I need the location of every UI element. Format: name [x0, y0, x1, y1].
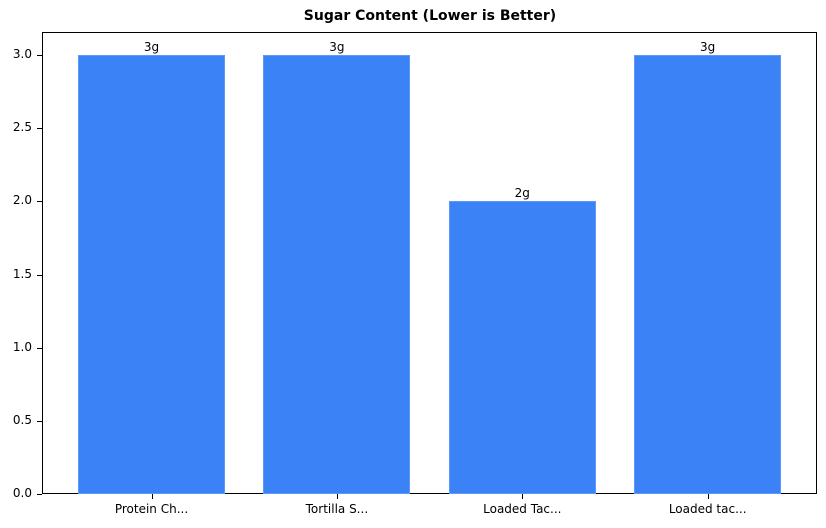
bar: [263, 55, 411, 494]
x-tick-label: Loaded Tac...: [483, 502, 562, 516]
chart-title: Sugar Content (Lower is Better): [303, 8, 557, 24]
bar: [78, 55, 225, 494]
x-tick-mark: [707, 494, 709, 499]
y-tick-mark: [37, 274, 42, 276]
y-tick-label: 0.0: [12, 486, 32, 500]
bar-value-label: 3g: [329, 40, 345, 55]
x-tick-mark: [151, 494, 153, 499]
x-tick-mark: [522, 494, 524, 499]
y-tick-mark: [37, 201, 42, 203]
plot-area: [42, 32, 817, 494]
bar-value-label: 2g: [514, 186, 530, 201]
y-tick-label: 1.0: [12, 339, 32, 354]
y-tick-label: 1.5: [12, 266, 32, 281]
bar: [634, 55, 782, 494]
bar: [448, 201, 596, 494]
y-tick-label: 2.5: [12, 120, 32, 135]
y-tick-label: 2.0: [12, 193, 32, 208]
y-tick-mark: [37, 128, 42, 130]
x-tick-label: Protein Ch...: [114, 502, 189, 516]
bar-value-label: 3g: [143, 40, 160, 55]
x-tick-label: Loaded tac...: [668, 502, 747, 516]
bar-value-label: 3g: [700, 40, 716, 55]
y-tick-mark: [37, 55, 42, 57]
y-tick-mark: [37, 420, 42, 422]
y-tick-label: 3.0: [12, 47, 32, 62]
y-tick-mark: [37, 347, 42, 349]
y-tick-label: 0.5: [12, 412, 32, 427]
x-tick-label: Tortilla S...: [305, 502, 369, 516]
x-tick-mark: [336, 494, 338, 499]
y-tick-mark: [37, 494, 42, 495]
